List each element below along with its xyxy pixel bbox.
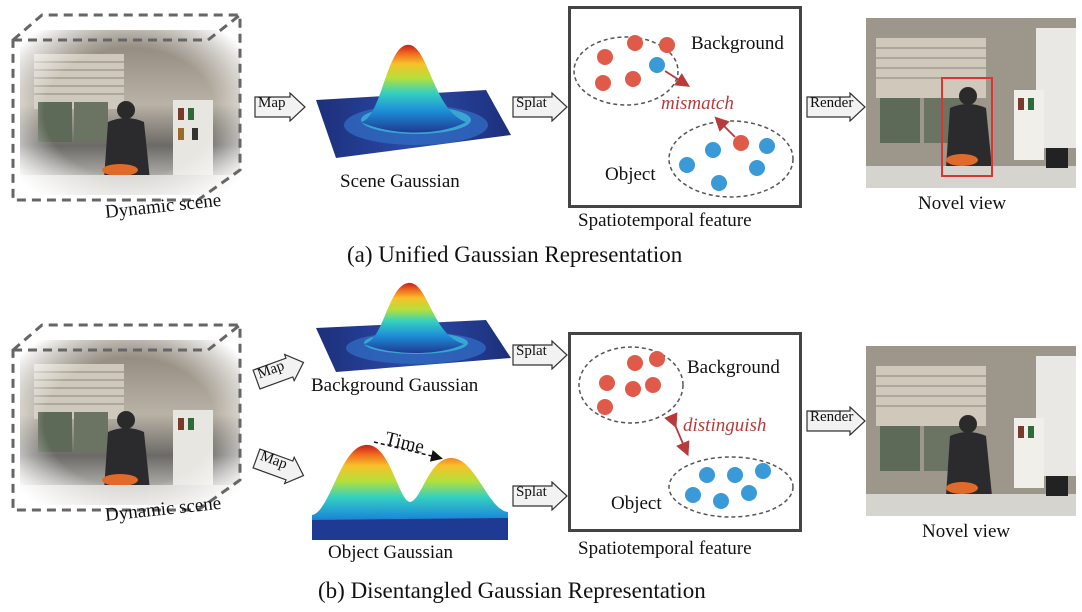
background-label-b: Background [687, 357, 780, 378]
render-arrow-b: Render [806, 405, 866, 437]
background-dot [627, 355, 643, 371]
map-arrow-icon [254, 91, 306, 123]
object-dot [699, 467, 715, 483]
scene-gaussian-label: Scene Gaussian [340, 171, 460, 192]
novel-view-image-b [866, 346, 1076, 516]
feature-label-b: Spatiotemporal feature [578, 538, 752, 559]
novel-view-label-a: Novel view [918, 193, 1007, 214]
background-dot [595, 75, 611, 91]
feature-label-a: Spatiotemporal feature [578, 210, 752, 231]
novel-view-image-a [866, 18, 1076, 188]
object-dot [755, 463, 771, 479]
background-gaussian-label: Background Gaussian [311, 375, 479, 396]
splat-label-a: Splat [516, 95, 547, 111]
feature-box-a: Background mismatch Object [568, 6, 802, 208]
map-arrow-b-bottom: Map [250, 444, 309, 490]
object-dot [711, 175, 727, 191]
object-dot [679, 157, 695, 173]
object-gaussian-plot [312, 444, 508, 540]
object-dot [649, 57, 665, 73]
object-dot [749, 160, 765, 176]
background-dot [597, 399, 613, 415]
scene-gaussian-plot [316, 44, 511, 158]
background-dot [659, 37, 675, 53]
background-dot [649, 351, 665, 367]
object-dot [713, 493, 729, 509]
splat-arrow-icon [512, 339, 568, 371]
time-arrow [373, 441, 443, 462]
novel-view-label-b: Novel view [922, 521, 1011, 542]
splat-label-b-top: Splat [516, 343, 547, 359]
object-dot [727, 467, 743, 483]
render-arrow-icon [806, 405, 866, 437]
render-label-a: Render [810, 95, 854, 111]
dynamic-scene-image-b [11, 323, 242, 512]
render-label-b: Render [810, 409, 854, 425]
map-arrow-icon [252, 353, 305, 390]
background-label-a: Background [691, 33, 784, 54]
map-label-a: Map [258, 95, 286, 111]
object-gaussian-label: Object Gaussian [328, 542, 454, 563]
background-dot [645, 377, 661, 393]
caption-b: (b) Disentangled Gaussian Representation [318, 578, 706, 603]
splat-arrow-b-top: Splat [512, 339, 568, 371]
splat-arrow-a: Splat [512, 91, 568, 123]
mismatch-label: mismatch [661, 93, 734, 114]
map-arrow-b-top: Map [250, 348, 309, 394]
object-label-b: Object [611, 493, 662, 514]
object-dot [741, 485, 757, 501]
object-dot [705, 142, 721, 158]
background-dot [625, 381, 641, 397]
object-label-a: Object [605, 164, 656, 185]
splat-arrow-icon [512, 91, 568, 123]
splat-label-b-bottom: Splat [516, 484, 547, 500]
dynamic-scene-image-a [11, 13, 242, 202]
splat-arrow-icon [512, 480, 568, 512]
feature-box-b: Background distinguish Object [568, 332, 802, 532]
feature-clusters-b [578, 346, 794, 518]
feature-clusters-a [573, 35, 794, 198]
background-dot [625, 71, 641, 87]
background-dot [599, 375, 615, 391]
distinguish-label: distinguish [683, 415, 767, 436]
background-gaussian-plot [316, 282, 511, 372]
object-dot [759, 138, 775, 154]
splat-arrow-b-bottom: Splat [512, 480, 568, 512]
object-dot [685, 487, 701, 503]
map-arrow-icon [252, 448, 305, 485]
render-arrow-a: Render [806, 91, 866, 123]
map-arrow-a: Map [254, 91, 306, 123]
caption-a: (a) Unified Gaussian Representation [347, 242, 683, 267]
background-dot [597, 49, 613, 65]
render-arrow-icon [806, 91, 866, 123]
background-dot [627, 35, 643, 51]
background-dot [733, 135, 749, 151]
